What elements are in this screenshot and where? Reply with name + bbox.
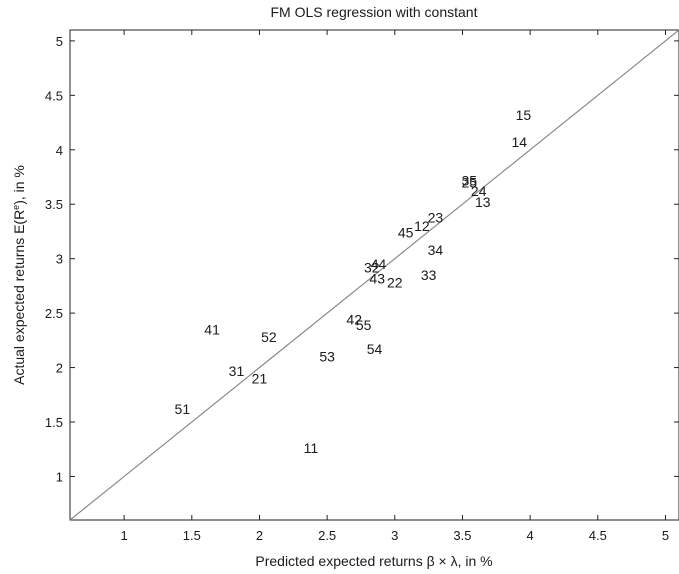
y-tick-label: 3.5: [45, 197, 63, 212]
data-point-label: 31: [229, 363, 245, 379]
y-tick-label: 2.5: [45, 306, 63, 321]
x-tick-label: 1.5: [183, 528, 201, 543]
x-tick-label: 3: [391, 528, 398, 543]
data-point-label: 15: [516, 107, 532, 123]
data-point-label: 51: [175, 401, 191, 417]
data-point-label: 35: [461, 172, 477, 188]
y-tick-label: 4: [56, 143, 63, 158]
data-point-label: 44: [371, 256, 387, 272]
plot-area-frame: [69, 29, 679, 521]
reference-45-degree-line: [69, 29, 679, 521]
data-point-label: 32: [364, 259, 380, 275]
x-axis-label: Predicted expected returns β × λ, in %: [255, 553, 492, 569]
data-point-label: 33: [421, 267, 437, 283]
data-point-label: 52: [261, 329, 277, 345]
y-tick-label: 3: [56, 252, 63, 267]
y-axis-ticks: 1 1.5 2 2.5 3 3.5 4 4.5 5: [45, 34, 679, 484]
x-tick-label: 5: [662, 528, 669, 543]
data-point-label: 34: [428, 242, 444, 258]
y-axis-label: Actual expected returns E(Re), in %: [11, 165, 27, 385]
data-point-label: 41: [204, 321, 220, 337]
data-point-label: 13: [475, 194, 491, 210]
data-point-label: 53: [319, 349, 335, 365]
chart-title: FM OLS regression with constant: [271, 4, 478, 20]
data-point-label: 14: [512, 134, 528, 150]
data-point-label: 42: [346, 312, 362, 328]
x-tick-label: 3.5: [453, 528, 471, 543]
data-point-label: 23: [428, 209, 444, 225]
y-tick-label: 2: [56, 361, 63, 376]
x-tick-label: 2.5: [318, 528, 336, 543]
x-tick-label: 2: [256, 528, 263, 543]
y-tick-label: 5: [56, 34, 63, 49]
y-tick-label: 1.5: [45, 415, 63, 430]
y-axis-label-tail: ), in %: [11, 165, 27, 205]
data-point-label: 45: [398, 225, 414, 241]
data-point-label: 25: [461, 174, 477, 190]
data-point-label: 12: [414, 218, 430, 234]
x-tick-label: 1: [121, 528, 128, 543]
data-point-label: 55: [356, 317, 372, 333]
data-point-label: 24: [471, 183, 487, 199]
x-axis-ticks: 1 1.5 2 2.5 3 3.5 4 4.5 5: [121, 30, 669, 543]
data-point-label: 54: [367, 341, 383, 357]
data-point-label: 11: [304, 440, 319, 456]
data-point-label: 22: [387, 275, 403, 291]
data-point-label: 43: [369, 270, 385, 286]
y-tick-label: 1: [56, 469, 63, 484]
data-point-label: 21: [252, 370, 268, 386]
x-tick-label: 4.5: [589, 528, 607, 543]
y-tick-label: 4.5: [45, 88, 63, 103]
y-axis-label-main: Actual expected returns E(R: [11, 210, 27, 385]
y-axis-label-sup: e: [11, 205, 21, 210]
x-tick-label: 4: [527, 528, 534, 543]
